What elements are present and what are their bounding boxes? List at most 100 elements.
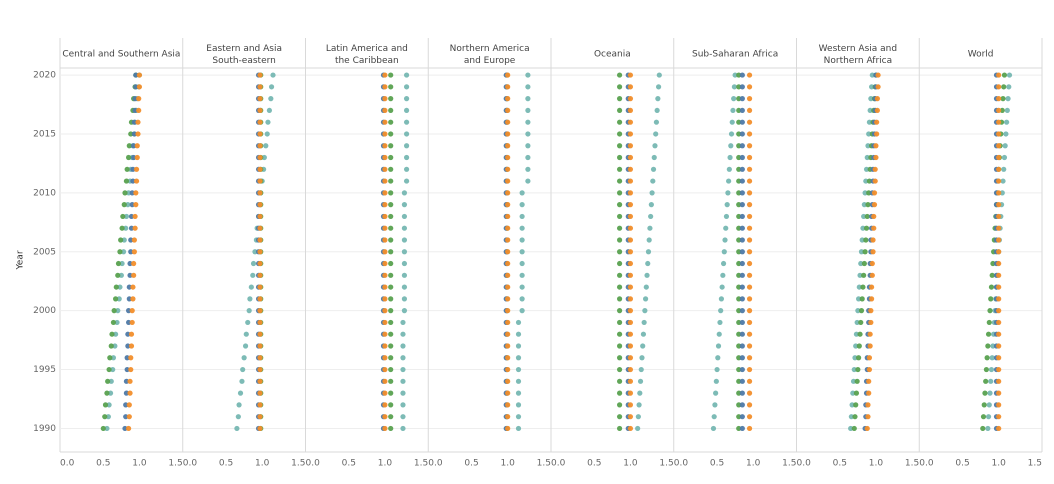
dot	[257, 414, 263, 420]
dot	[505, 190, 511, 196]
dot	[636, 402, 642, 408]
dot	[627, 355, 634, 361]
dot	[400, 343, 406, 349]
dot	[132, 107, 138, 114]
dot	[505, 343, 511, 349]
x-tick-label: 0.5	[96, 459, 110, 469]
dot	[388, 119, 394, 125]
dot	[388, 272, 394, 278]
dot	[257, 166, 263, 172]
dot	[400, 331, 406, 337]
dot	[616, 390, 623, 396]
dot	[382, 425, 388, 432]
dot	[515, 355, 522, 361]
x-tick-label: 1.5	[414, 459, 428, 469]
dot	[242, 343, 249, 349]
dot	[125, 319, 132, 326]
dot	[401, 308, 408, 314]
dot	[400, 390, 406, 396]
dot	[868, 96, 874, 102]
dot	[257, 402, 263, 408]
dot	[113, 284, 119, 290]
dot	[616, 213, 623, 220]
dot	[714, 366, 720, 373]
dot	[129, 190, 135, 196]
dot	[505, 331, 511, 337]
dot	[875, 72, 881, 78]
dot	[627, 119, 634, 125]
dot	[400, 414, 406, 420]
dot	[128, 343, 135, 349]
dot	[627, 260, 634, 267]
panel-title: World	[968, 50, 994, 60]
dot	[646, 237, 652, 243]
dot	[505, 366, 511, 373]
dot	[505, 84, 511, 90]
dot	[525, 166, 531, 172]
dot	[388, 260, 394, 267]
dot	[257, 84, 263, 90]
dot	[616, 284, 623, 290]
dot	[736, 84, 742, 90]
x-tick-label: 1.5	[659, 459, 673, 469]
dot	[388, 131, 394, 137]
dot	[868, 308, 874, 314]
dot	[860, 284, 866, 290]
dot	[519, 213, 525, 220]
dot	[851, 425, 857, 432]
dot	[123, 225, 129, 231]
dot	[648, 202, 654, 208]
dot	[122, 425, 128, 432]
dot	[746, 272, 753, 278]
dot	[382, 131, 388, 137]
x-tick-label: 0.5	[833, 459, 847, 469]
dot	[119, 260, 125, 267]
dot	[996, 308, 1002, 314]
dot	[736, 131, 742, 137]
dot	[1001, 84, 1007, 90]
dot	[736, 414, 742, 420]
dot	[739, 272, 745, 278]
dot	[382, 308, 388, 314]
dot	[382, 402, 388, 408]
dot	[257, 378, 263, 384]
dot	[382, 249, 388, 255]
dot	[627, 414, 634, 420]
dot	[403, 166, 410, 172]
dot	[505, 178, 511, 184]
dot	[505, 284, 511, 290]
dot	[985, 331, 992, 337]
dot	[739, 414, 745, 420]
dot	[739, 260, 745, 267]
dot	[515, 343, 522, 349]
dot	[996, 366, 1002, 373]
dot	[401, 190, 408, 196]
dot	[388, 331, 394, 337]
dot	[123, 378, 130, 384]
dot	[128, 237, 134, 243]
dot	[865, 143, 871, 149]
dot	[123, 178, 130, 184]
dot	[746, 249, 753, 255]
dot	[401, 249, 408, 255]
dot	[519, 190, 525, 196]
dot	[257, 202, 263, 208]
dot	[848, 414, 854, 420]
dot	[655, 84, 662, 90]
dot	[736, 308, 742, 314]
dot	[712, 402, 718, 408]
dot	[736, 96, 742, 102]
dot	[996, 107, 1002, 114]
dot	[127, 272, 133, 278]
dot	[382, 178, 388, 184]
dot	[1006, 72, 1013, 78]
dot	[736, 296, 742, 302]
dot	[400, 425, 406, 432]
dot	[627, 96, 634, 102]
dot	[401, 296, 408, 302]
dot	[866, 119, 873, 125]
dot	[127, 260, 133, 267]
x-tick-label: 1.0	[992, 459, 1007, 469]
dot	[866, 190, 872, 196]
